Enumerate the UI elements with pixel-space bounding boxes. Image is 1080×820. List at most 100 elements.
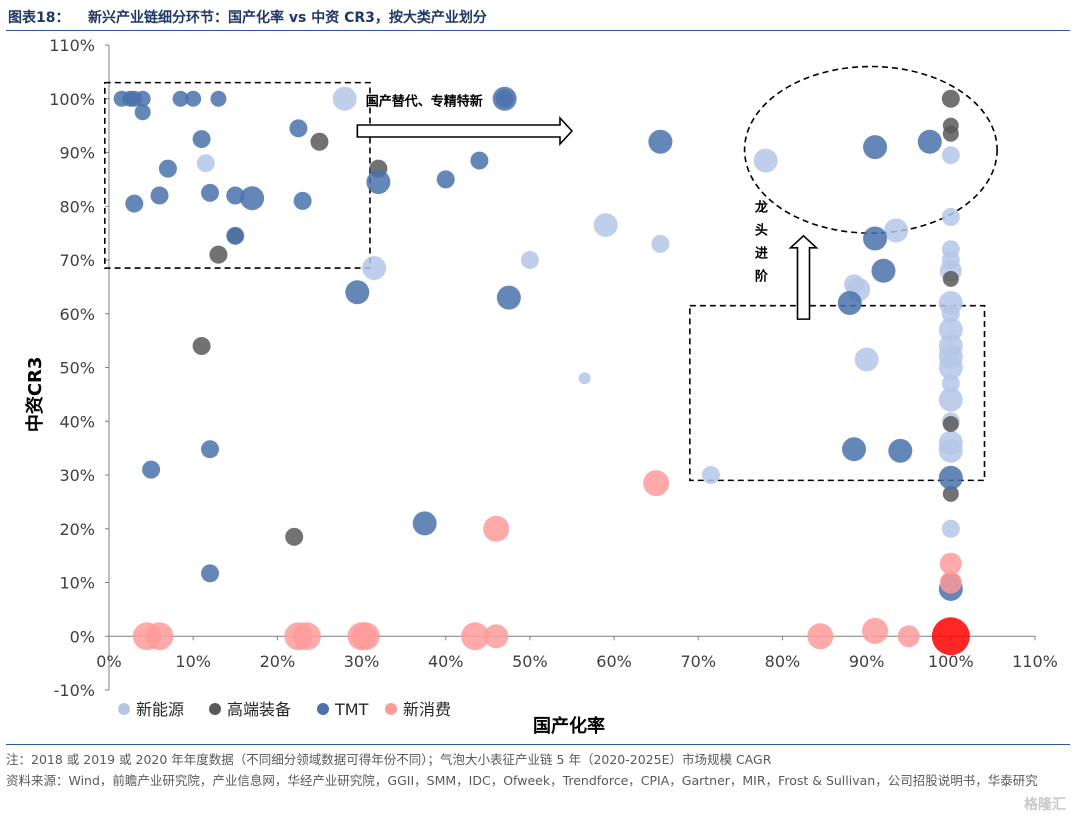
bubble-高端装备	[941, 89, 960, 108]
bubble-新能源	[941, 146, 960, 165]
bubble-TMT	[496, 285, 521, 310]
x-tick-label: 80%	[765, 652, 801, 671]
legend-label: 新消费	[403, 700, 451, 719]
up-arrow	[788, 234, 819, 320]
bubble-新能源	[884, 218, 909, 243]
top-right-region-ellipse	[743, 65, 998, 234]
arrow-up-label-char: 阶	[755, 269, 769, 285]
bubble-TMT	[412, 511, 437, 536]
x-tick-label: 40%	[428, 652, 464, 671]
arrow-up-label-char: 龙	[755, 200, 768, 216]
right-arrow	[356, 115, 574, 147]
watermark-logo: 格隆汇	[1024, 797, 1066, 813]
legend-marker	[209, 703, 221, 715]
bubble-新消费	[807, 623, 834, 650]
bubble-新消费	[931, 617, 970, 656]
bubble-高端装备	[192, 337, 211, 355]
y-tick-label: 110%	[49, 36, 95, 55]
bubble-新能源	[651, 234, 670, 253]
bubble-TMT	[871, 258, 896, 283]
bubble-TMT	[345, 280, 370, 305]
x-tick-label: 70%	[680, 652, 716, 671]
bubble-新消费	[643, 470, 670, 497]
bubble-新能源	[753, 148, 778, 173]
x-tick-label: 90%	[849, 652, 885, 671]
y-tick-label: 30%	[59, 466, 95, 485]
bubble-TMT	[134, 90, 151, 107]
bubble-新消费	[484, 624, 509, 649]
y-tick-label: 100%	[49, 90, 95, 109]
bubble-TMT	[185, 90, 202, 107]
bubble-新消费	[939, 571, 962, 594]
bubble-TMT	[837, 291, 862, 315]
bubble-TMT	[172, 90, 189, 107]
bubble-新能源	[362, 256, 387, 281]
bubble-TMT	[917, 129, 942, 154]
legend-marker	[118, 703, 130, 715]
bubble-新能源	[332, 86, 357, 111]
x-tick-label: 110%	[1012, 652, 1058, 671]
figure-title: 新兴产业链细分环节：国产化率 vs 中资 CR3，按大类产业划分	[88, 10, 487, 26]
bubble-新能源	[941, 208, 960, 226]
figure-footer: 注：2018 或 2019 或 2020 年年度数据（不同细分领域数据可得年份不…	[6, 744, 1070, 791]
y-tick-label: 60%	[59, 305, 95, 324]
chart-note: 注：2018 或 2019 或 2020 年年度数据（不同细分领域数据可得年份不…	[6, 752, 772, 767]
bubble-新消费	[145, 622, 174, 651]
chart-source: 资料来源：Wind，前瞻产业研究院，产业信息网，华经产业研究院，GGII，SMM…	[6, 773, 1038, 788]
bubble-TMT	[226, 226, 245, 245]
bubble-TMT	[134, 104, 151, 121]
lower-right-region-box	[689, 304, 986, 482]
x-tick-label: 10%	[175, 652, 211, 671]
bubble-TMT	[863, 226, 888, 251]
bubble-新能源	[941, 304, 960, 323]
bubble-新消费	[292, 622, 321, 651]
bubble-TMT	[293, 191, 312, 210]
bubble-TMT	[289, 119, 308, 138]
y-tick-label: 0%	[70, 627, 95, 646]
bubble-高端装备	[310, 132, 329, 151]
bubble-高端装备	[942, 125, 959, 142]
upper-left-region-box	[103, 81, 371, 269]
bubble-新消费	[461, 622, 490, 651]
bubble-高端装备	[942, 485, 959, 502]
bubble-新能源	[938, 438, 963, 463]
x-tick-label: 0%	[96, 652, 121, 671]
y-tick-label: 10%	[59, 574, 95, 593]
bubble-新能源	[578, 372, 591, 385]
x-tick-label: 50%	[512, 652, 548, 671]
bubble-TMT	[366, 170, 391, 195]
y-tick-label: 20%	[59, 520, 95, 539]
bubble-TMT	[142, 460, 161, 479]
bubble-TMT	[201, 440, 220, 459]
bubble-TMT	[201, 183, 220, 202]
bubble-新能源	[941, 519, 960, 538]
y-axis-title: 中资CR3	[24, 357, 46, 433]
bubble-TMT	[158, 159, 177, 178]
bubble-新能源	[844, 274, 865, 295]
x-tick-label: 20%	[260, 652, 296, 671]
legend-label: TMT	[334, 700, 369, 719]
bubble-高端装备	[942, 415, 959, 432]
bubble-新能源	[938, 387, 963, 412]
bubble-TMT	[842, 437, 867, 462]
figure-label: 图表18：	[8, 10, 70, 26]
arrow-up-label-char: 进	[755, 247, 768, 262]
bubble-TMT	[495, 89, 514, 108]
bubble-新能源	[938, 355, 963, 380]
figure-title-bar: 图表18： 新兴产业链细分环节：国产化率 vs 中资 CR3，按大类产业划分	[6, 4, 1070, 31]
bubble-新能源	[854, 347, 879, 372]
bubble-新能源	[520, 251, 539, 269]
x-tick-label: 100%	[928, 652, 974, 671]
bubble-TMT	[938, 465, 963, 490]
bubble-高端装备	[942, 270, 959, 287]
bubble-新能源	[701, 466, 720, 484]
bubble-TMT	[210, 90, 227, 107]
bubble-新消费	[483, 515, 510, 542]
bubble-TMT	[201, 564, 220, 583]
y-tick-label: 90%	[59, 144, 95, 163]
bubble-TMT	[470, 151, 489, 170]
bubble-新能源	[593, 213, 618, 238]
bubble-高端装备	[209, 245, 228, 264]
bubble-新能源	[196, 154, 215, 173]
bubble-TMT	[226, 186, 245, 205]
